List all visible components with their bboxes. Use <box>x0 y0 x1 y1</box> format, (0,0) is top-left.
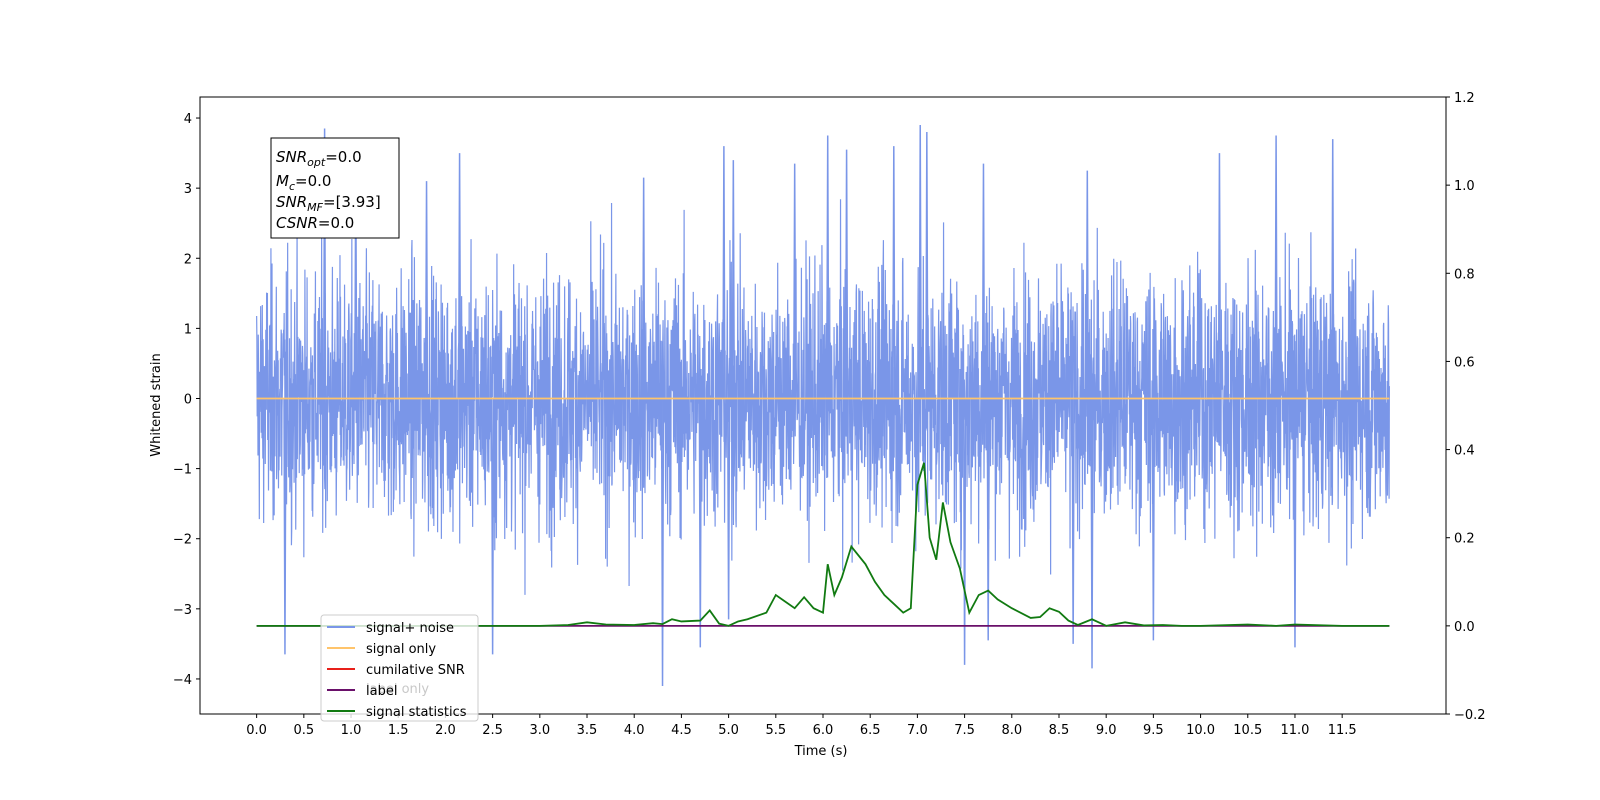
signal-noise-extreme <box>424 181 429 399</box>
annotation-line-snr-mf: SNRMF=[3.93] <box>276 193 381 214</box>
x-tick-label: 5.5 <box>765 723 786 738</box>
x-tick-label: 0.5 <box>293 723 314 738</box>
annotation-line-snr-opt: SNRopt=0.0 <box>276 148 362 169</box>
series-signal-noise-line <box>256 199 1390 595</box>
annotation-line-csnr: CSNR=0.0 <box>276 214 354 232</box>
y-axis-ticks: 4 3 2 1 0 −1 −2 −3 −4 <box>173 112 200 688</box>
y-tick-label: −1 <box>173 463 192 478</box>
x-tick-label: 4.5 <box>671 723 692 738</box>
snr-annotation-box: SNRopt=0.0 Mc=0.0 SNRMF=[3.93] CSNR=0.0 <box>270 137 400 239</box>
legend-label: signal+ noise <box>366 621 454 636</box>
signal-noise-extreme <box>1331 139 1335 399</box>
y-tick-label: 1 <box>184 322 192 337</box>
x-tick-label: 5.0 <box>718 723 739 738</box>
legend-label: label <box>366 684 397 699</box>
x-tick-label: 6.0 <box>813 723 834 738</box>
x-tick-label: 9.5 <box>1143 723 1164 738</box>
signal-noise-extreme <box>892 146 896 399</box>
x-tick-label: 3.0 <box>529 723 550 738</box>
x-tick-label: 2.5 <box>482 723 503 738</box>
signal-noise-extreme <box>722 146 726 399</box>
signal-noise-extreme <box>1217 153 1222 399</box>
x-tick-label: 11.0 <box>1280 723 1309 738</box>
signal-noise-extreme <box>792 163 797 399</box>
x-tick-label: 8.0 <box>1001 723 1022 738</box>
annotation-line-mc: Mc=0.0 <box>276 172 331 193</box>
signal-noise-extreme <box>322 128 327 399</box>
x-axis-ticks: 0.0 0.5 1.0 1.5 2.0 2.5 3.0 3.5 4.0 4.5 5.0 5.5 6.0 6… <box>246 714 1357 738</box>
x-tick-label: 10.5 <box>1233 723 1262 738</box>
y-tick-label: 2 <box>184 252 192 267</box>
signal-noise-extreme <box>826 135 830 399</box>
legend-label: cumilative SNR <box>366 663 465 678</box>
y2-tick-label: 0.8 <box>1454 267 1475 282</box>
series-signal-statistics-line <box>256 462 1390 627</box>
signal-noise-extreme <box>1085 170 1089 399</box>
signal-noise-extreme <box>731 160 736 399</box>
signal-noise-extreme <box>641 177 646 399</box>
x-tick-label: 2.0 <box>435 723 456 738</box>
y2-tick-label: 0.0 <box>1454 620 1475 635</box>
y-tick-label: −4 <box>173 673 192 688</box>
y-tick-label: 4 <box>184 112 192 127</box>
signal-noise-extreme <box>457 153 462 399</box>
signal-noise-extreme <box>962 398 967 665</box>
legend-label: signal only <box>366 642 436 657</box>
signal-noise-extreme <box>1090 398 1094 669</box>
y2-tick-label: 1.2 <box>1454 91 1475 106</box>
signal-noise-extreme <box>1071 398 1075 644</box>
y-tick-label: 3 <box>184 182 192 197</box>
signal-noise-extreme <box>283 398 287 655</box>
y-tick-label: −2 <box>173 533 192 548</box>
x-tick-label: 1.5 <box>388 723 409 738</box>
legend-label: signal statistics <box>366 705 467 720</box>
signal-noise-extreme <box>490 398 495 655</box>
signal-noise-extreme <box>925 132 929 399</box>
y-axis-label: Whitened strain <box>149 353 164 456</box>
y2-tick-label: 0.6 <box>1454 355 1475 370</box>
legend: label only signal+ noise signal only cumil… <box>320 614 479 722</box>
x-tick-label: 6.5 <box>860 723 881 738</box>
x-tick-label: 7.5 <box>954 723 975 738</box>
y2-tick-label: 0.4 <box>1454 444 1475 459</box>
signal-noise-extreme <box>1293 398 1297 648</box>
y2-axis-ticks: 1.2 1.0 0.8 0.6 0.4 0.2 0.0 −0.2 <box>1446 91 1486 723</box>
signal-noise-extreme <box>981 163 986 399</box>
x-tick-label: 7.0 <box>907 723 928 738</box>
plot-area <box>256 125 1390 686</box>
x-tick-label: 3.5 <box>577 723 598 738</box>
y2-tick-label: 1.0 <box>1454 179 1475 194</box>
x-tick-label: 8.5 <box>1049 723 1070 738</box>
y2-tick-label: −0.2 <box>1454 708 1486 723</box>
signal-noise-extreme <box>918 125 922 399</box>
x-tick-label: 10.0 <box>1186 723 1215 738</box>
signal-noise-extreme <box>1274 135 1278 399</box>
x-axis-label: Time (s) <box>794 744 848 759</box>
x-tick-label: 9.0 <box>1096 723 1117 738</box>
y-tick-label: 0 <box>184 392 192 407</box>
signal-noise-extreme <box>844 149 849 399</box>
x-tick-label: 1.0 <box>341 723 362 738</box>
x-tick-label: 0.0 <box>246 723 267 738</box>
x-tick-label: 4.0 <box>624 723 645 738</box>
signal-noise-extreme <box>1151 398 1156 641</box>
y2-tick-label: 0.2 <box>1454 532 1475 547</box>
signal-noise-extreme <box>698 398 702 648</box>
y-tick-label: −3 <box>173 603 192 618</box>
legend-occluded-text: label only <box>366 682 429 697</box>
x-tick-label: 11.5 <box>1328 723 1357 738</box>
